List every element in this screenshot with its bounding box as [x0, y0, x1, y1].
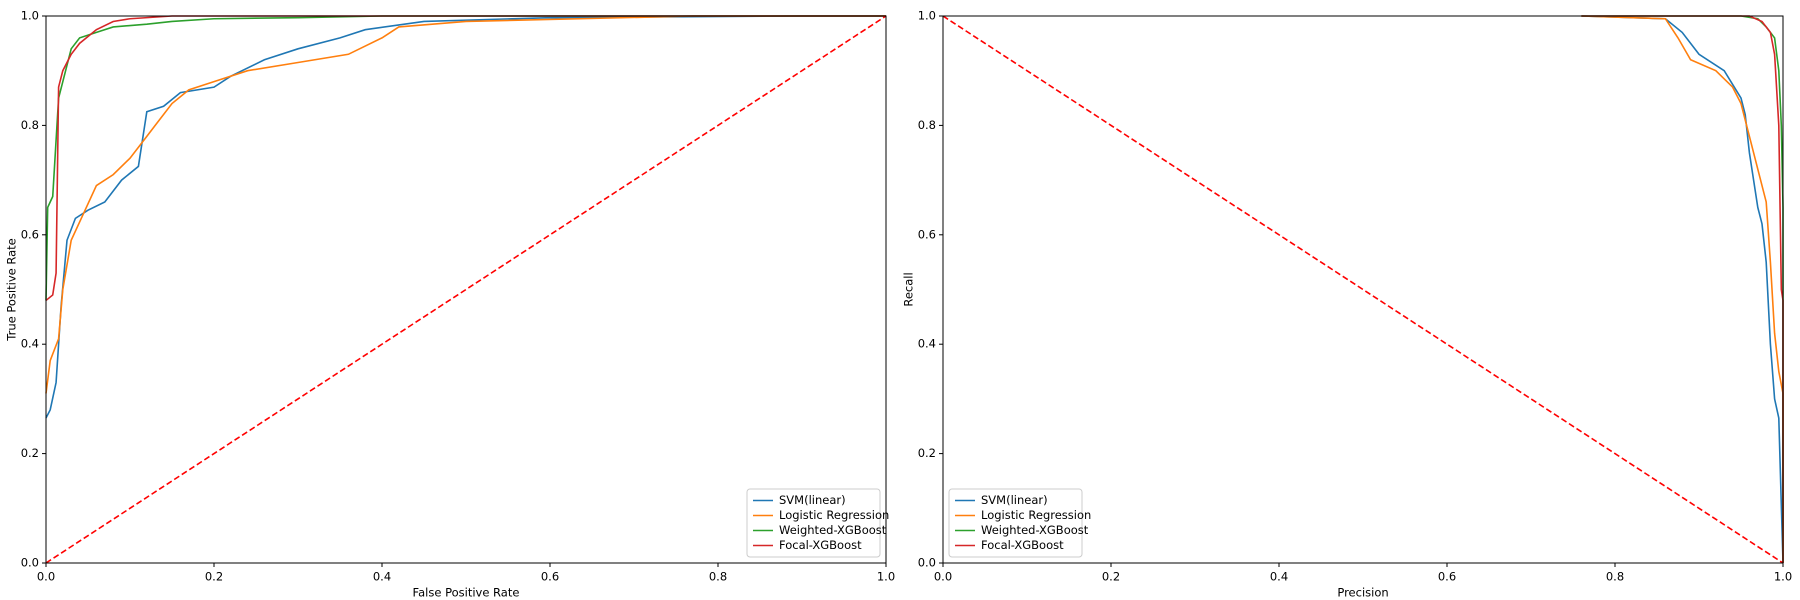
x-axis-label: Precision	[1337, 586, 1388, 600]
plot-frame	[45, 15, 887, 564]
legend-label: SVM(linear)	[779, 493, 846, 507]
y-tick-label: 1.0	[21, 9, 39, 23]
x-tick-label: 0.0	[37, 570, 55, 584]
legend-label: Focal-XGBoost	[779, 538, 862, 552]
x-tick-label: 0.6	[1438, 570, 1456, 584]
series-line	[1581, 15, 1784, 563]
x-tick-label: 1.0	[877, 570, 895, 584]
y-tick-label: 0.0	[918, 556, 936, 570]
y-axis-label: Recall	[902, 272, 916, 306]
legend: SVM(linear)Logistic RegressionWeighted-X…	[746, 488, 889, 558]
legend-label: SVM(linear)	[981, 493, 1048, 507]
legend-box	[948, 488, 1083, 558]
x-tick-label: 0.0	[934, 570, 952, 584]
reference-line	[942, 15, 1784, 564]
y-tick-label: 0.6	[918, 227, 936, 241]
legend-label: Logistic Regression	[779, 508, 889, 522]
x-axis-label: False Positive Rate	[413, 586, 520, 600]
series-line	[45, 15, 886, 394]
legend-label: Weighted-XGBoost	[981, 523, 1089, 537]
x-tick-label: 0.8	[709, 570, 727, 584]
y-tick-label: 0.8	[21, 118, 39, 132]
series-line	[1581, 15, 1784, 563]
reference-line	[45, 15, 887, 564]
y-tick-label: 0.6	[21, 227, 39, 241]
series-line	[1581, 15, 1784, 564]
series-line	[1581, 15, 1784, 563]
y-tick-label: 0.4	[21, 337, 39, 351]
x-tick-label: 1.0	[1774, 570, 1792, 584]
series-line	[45, 15, 886, 419]
x-tick-label: 0.2	[205, 570, 223, 584]
y-tick-label: 0.0	[21, 556, 39, 570]
y-tick-label: 1.0	[918, 9, 936, 23]
y-tick-label: 0.2	[918, 446, 936, 460]
y-tick-label: 0.4	[918, 337, 936, 351]
x-tick-label: 0.8	[1606, 570, 1624, 584]
x-tick-label: 0.6	[541, 570, 559, 584]
series-line	[45, 15, 886, 301]
x-tick-label: 0.2	[1102, 570, 1120, 584]
legend: SVM(linear)Logistic RegressionWeighted-X…	[948, 488, 1091, 558]
x-tick-label: 0.4	[373, 570, 391, 584]
y-axis-label: True Positive Rate	[5, 238, 19, 341]
y-tick-label: 0.2	[21, 446, 39, 460]
legend-label: Weighted-XGBoost	[779, 523, 887, 537]
plot-frame	[942, 15, 1784, 564]
y-tick-label: 0.8	[918, 118, 936, 132]
legend-label: Logistic Regression	[981, 508, 1091, 522]
x-tick-label: 0.4	[1270, 570, 1288, 584]
legend-box	[746, 488, 881, 558]
legend-label: Focal-XGBoost	[981, 538, 1064, 552]
series-line	[45, 15, 886, 302]
